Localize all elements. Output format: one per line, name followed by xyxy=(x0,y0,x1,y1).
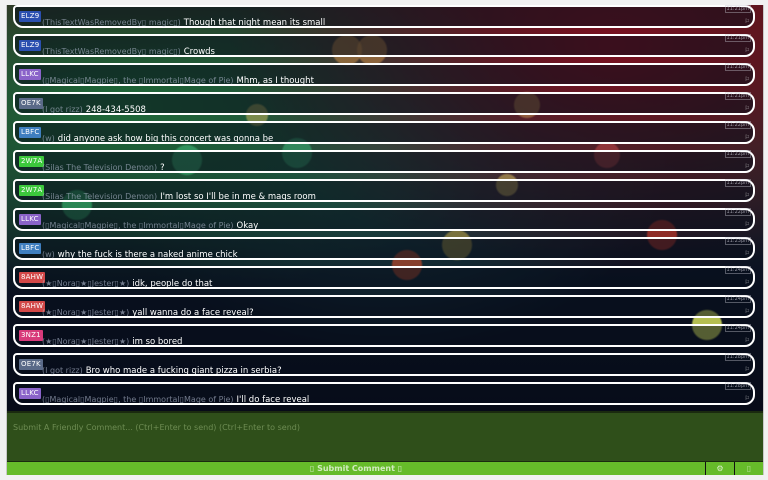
chat-message: OE7K (I got rizz) 248-434-5508 11:21pm ⚐ xyxy=(13,92,755,115)
message-text: Mhm, as I thought xyxy=(236,76,314,86)
timestamp: 11:23pm xyxy=(724,237,751,245)
message-text: im so bored xyxy=(132,337,183,347)
username[interactable]: (▯Magical▯Magpie▯, the ▯Immortal▯Mage of… xyxy=(42,395,234,404)
user-id-badge[interactable]: LLKC xyxy=(19,214,41,225)
user-id-badge[interactable]: 8AHW xyxy=(19,272,46,283)
chat-message: 2W7A (Silas The Television Demon)? 11:22… xyxy=(13,150,755,173)
comment-input[interactable] xyxy=(7,413,763,461)
chat-message: 8AHW (★▯Nora▯★▯Jester▯★) idk, people do t… xyxy=(13,266,755,289)
report-flag-icon[interactable]: ⚐ xyxy=(744,395,750,402)
message-text: idk, people do that xyxy=(132,279,213,289)
report-flag-icon[interactable]: ⚐ xyxy=(744,279,750,286)
report-flag-icon[interactable]: ⚐ xyxy=(744,250,750,257)
user-id-badge[interactable]: ELZ9 xyxy=(19,40,42,51)
timestamp: 11:24pm xyxy=(724,324,751,332)
chat-message: LLKC (▯Magical▯Magpie▯, the ▯Immortal▯Ma… xyxy=(13,208,755,231)
chat-message: LLKC (▯Magical▯Magpie▯, the ▯Immortal▯Ma… xyxy=(13,382,755,405)
report-flag-icon[interactable]: ⚐ xyxy=(744,105,750,112)
timestamp: 11:22pm xyxy=(724,121,751,129)
chat-message: 8AHW (★▯Nora▯★▯Jester▯★) yall wanna do a … xyxy=(13,295,755,318)
extra-options-icon[interactable]: ▯ xyxy=(746,464,752,473)
report-flag-icon[interactable]: ⚐ xyxy=(744,221,750,228)
username[interactable]: (Silas The Television Demon) xyxy=(42,163,158,172)
timestamp: 11:21pm xyxy=(724,34,751,42)
chat-message: LLKC (▯Magical▯Magpie▯, the ▯Immortal▯Ma… xyxy=(13,63,755,86)
username[interactable]: (★▯Nora▯★▯Jester▯★) xyxy=(42,337,130,346)
username[interactable]: (▯Magical▯Magpie▯, the ▯Immortal▯Mage of… xyxy=(42,221,234,230)
report-flag-icon[interactable]: ⚐ xyxy=(744,366,750,373)
timestamp: 11:28pm xyxy=(724,353,751,361)
user-id-badge[interactable]: LLKC xyxy=(19,69,41,80)
report-flag-icon[interactable]: ⚐ xyxy=(744,337,750,344)
message-text: I'll do face reveal xyxy=(236,395,310,405)
username[interactable]: (I got rizz) xyxy=(42,105,83,114)
username[interactable]: (w) xyxy=(42,250,55,259)
user-id-badge[interactable]: LBFC xyxy=(19,243,42,254)
report-flag-icon[interactable]: ⚐ xyxy=(744,192,750,199)
report-flag-icon[interactable]: ⚐ xyxy=(744,76,750,83)
username[interactable]: (ThisTextWasRemovedBy▯ magic▯) xyxy=(42,18,181,27)
username[interactable]: (★▯Nora▯★▯Jester▯★) xyxy=(42,279,130,288)
report-flag-icon[interactable]: ⚐ xyxy=(744,163,750,170)
report-flag-icon[interactable]: ⚐ xyxy=(744,134,750,141)
timestamp: 11:21pm xyxy=(724,92,751,100)
chat-message: ELZ9 (ThisTextWasRemovedBy▯ magic▯) Crowd… xyxy=(13,34,755,57)
user-id-badge[interactable]: OE7K xyxy=(19,98,43,109)
user-id-badge[interactable]: 8AHW xyxy=(19,301,46,312)
chat-message: 3NZ1 (★▯Nora▯★▯Jester▯★) im so bored 11:2… xyxy=(13,324,755,347)
report-flag-icon[interactable]: ⚐ xyxy=(744,308,750,315)
username[interactable]: (I got rizz) xyxy=(42,366,83,375)
username[interactable]: (Silas The Television Demon) xyxy=(42,192,158,201)
chat-message-list[interactable]: ELZ9 (ThisTextWasRemovedBy▯ magic▯) Thoug… xyxy=(7,5,763,411)
username[interactable]: (▯Magical▯Magpie▯, the ▯Immortal▯Mage of… xyxy=(42,76,234,85)
chat-message: LBFC (w) did anyone ask how big this conc… xyxy=(13,121,755,144)
message-text: why the fuck is there a naked anime chic… xyxy=(57,250,238,260)
user-id-badge[interactable]: 2W7A xyxy=(19,156,45,167)
comment-compose-area xyxy=(7,411,763,461)
user-id-badge[interactable]: LLKC xyxy=(19,388,41,399)
message-text: Bro who made a fucking giant pizza in se… xyxy=(85,366,282,376)
chat-message: ELZ9 (ThisTextWasRemovedBy▯ magic▯) Thoug… xyxy=(13,5,755,28)
message-text: Crowds xyxy=(183,47,215,57)
timestamp: 11:22pm xyxy=(724,150,751,158)
message-text: 248-434-5508 xyxy=(85,105,146,115)
timestamp: 11:22pm xyxy=(724,208,751,216)
chat-window: ELZ9 (ThisTextWasRemovedBy▯ magic▯) Thoug… xyxy=(6,5,764,475)
user-id-badge[interactable]: OE7K xyxy=(19,359,43,370)
timestamp: 11:22pm xyxy=(724,179,751,187)
message-text: Though that night mean its small xyxy=(183,18,326,28)
timestamp: 11:28pm xyxy=(724,382,751,390)
report-flag-icon[interactable]: ⚐ xyxy=(744,18,750,25)
message-text: yall wanna do a face reveal? xyxy=(132,308,254,318)
username[interactable]: (★▯Nora▯★▯Jester▯★) xyxy=(42,308,130,317)
user-id-badge[interactable]: 3NZ1 xyxy=(19,330,43,341)
message-text: did anyone ask how big this concert was … xyxy=(57,134,274,144)
user-id-badge[interactable]: 2W7A xyxy=(19,185,45,196)
timestamp: 11:21pm xyxy=(724,5,751,13)
submit-bar: ▯ Submit Comment ▯ ⚙ ▯ xyxy=(7,461,763,475)
settings-gear-icon[interactable]: ⚙ xyxy=(706,462,735,475)
message-text: I'm lost so I'll be in me & mags room xyxy=(160,192,316,202)
timestamp: 11:21pm xyxy=(724,63,751,71)
chat-message: LBFC (w) why the fuck is there a naked an… xyxy=(13,237,755,260)
submit-comment-button[interactable]: ▯ Submit Comment ▯ xyxy=(7,462,706,475)
chat-message: OE7K (I got rizz) Bro who made a fucking … xyxy=(13,353,755,376)
user-id-badge[interactable]: ELZ9 xyxy=(19,11,42,22)
chat-message: 2W7A (Silas The Television Demon) I'm los… xyxy=(13,179,755,202)
timestamp: 11:24pm xyxy=(724,266,751,274)
user-id-badge[interactable]: LBFC xyxy=(19,127,42,138)
report-flag-icon[interactable]: ⚐ xyxy=(744,47,750,54)
message-text: Okay xyxy=(236,221,259,231)
timestamp: 11:24pm xyxy=(724,295,751,303)
username[interactable]: (ThisTextWasRemovedBy▯ magic▯) xyxy=(42,47,181,56)
username[interactable]: (w) xyxy=(42,134,55,143)
message-text: ? xyxy=(160,163,165,173)
